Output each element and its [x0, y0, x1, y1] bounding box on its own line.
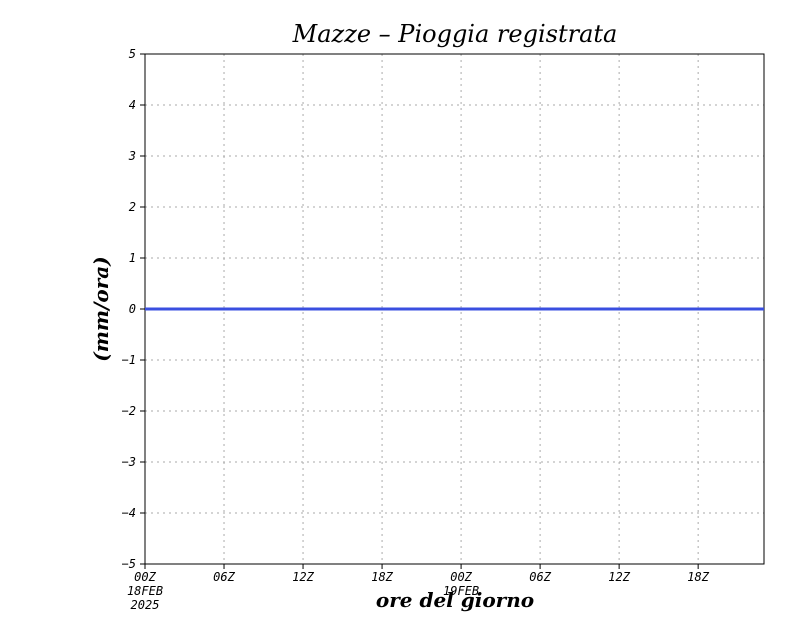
x-axis-label: ore del giorno: [376, 588, 534, 612]
chart-title: Mazze – Pioggia registrata: [292, 20, 618, 48]
x-tick-label: 00Z: [134, 570, 156, 584]
x-tick-label: 12Z: [608, 570, 630, 584]
x-tick-date-label: 2025: [131, 598, 160, 612]
y-tick-label: −1: [122, 353, 136, 367]
x-tick-label: 18Z: [371, 570, 393, 584]
y-tick-label: −2: [122, 404, 136, 418]
x-tick-date-label: 19FEB: [443, 584, 479, 598]
y-tick-label: 3: [128, 149, 136, 163]
y-tick-label: 5: [129, 47, 136, 61]
y-tick-label: 1: [129, 251, 136, 265]
x-tick-date-label: 18FEB: [127, 584, 163, 598]
y-tick-label: −3: [122, 455, 136, 469]
y-tick-label: 4: [129, 98, 136, 112]
grid: [145, 54, 764, 564]
y-axis: −5 −4 −3 −2 −1 0 1 2 3 4 5: [122, 47, 145, 571]
y-tick-label: 2: [129, 200, 136, 214]
x-tick-label: 06Z: [529, 570, 551, 584]
y-tick-label: −5: [122, 557, 136, 571]
x-tick-label: 18Z: [687, 570, 709, 584]
y-tick-label: 0: [129, 302, 136, 316]
x-tick-label: 00Z: [450, 570, 472, 584]
y-tick-label: −4: [122, 506, 136, 520]
x-tick-label: 12Z: [292, 570, 314, 584]
y-axis-label: (mm/ora): [89, 256, 113, 361]
x-tick-label: 06Z: [213, 570, 235, 584]
